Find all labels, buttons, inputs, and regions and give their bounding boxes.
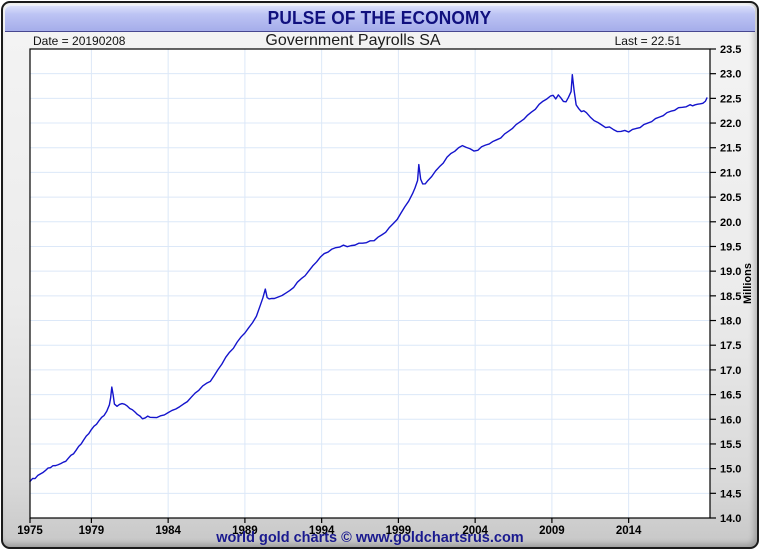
svg-text:21.5: 21.5 xyxy=(720,143,741,155)
svg-text:14.5: 14.5 xyxy=(720,488,741,500)
svg-text:22.5: 22.5 xyxy=(720,93,741,105)
svg-text:1999: 1999 xyxy=(386,525,412,537)
svg-text:20.0: 20.0 xyxy=(720,217,741,229)
svg-text:22.0: 22.0 xyxy=(720,118,741,130)
svg-text:18.5: 18.5 xyxy=(720,291,741,303)
svg-text:1975: 1975 xyxy=(17,525,43,537)
svg-text:17.0: 17.0 xyxy=(720,365,741,377)
svg-text:18.0: 18.0 xyxy=(720,316,741,328)
svg-text:1984: 1984 xyxy=(155,525,181,537)
svg-text:23.5: 23.5 xyxy=(720,44,741,56)
svg-text:2004: 2004 xyxy=(462,525,488,537)
last-value-label: Last = 22.51 xyxy=(614,34,681,48)
attribution-text: world gold charts © www.goldchartsrus.co… xyxy=(216,530,524,546)
page-title: PULSE OF THE ECONOMY xyxy=(268,7,492,28)
chart-header-row: Date = 20190208 Government Payrolls SA L… xyxy=(3,32,760,49)
svg-text:2014: 2014 xyxy=(616,525,642,537)
svg-text:23.0: 23.0 xyxy=(720,69,741,81)
svg-text:1979: 1979 xyxy=(79,525,105,537)
y-axis-title: Millions xyxy=(742,263,754,304)
chart-subtitle: Government Payrolls SA xyxy=(265,32,441,49)
svg-text:1994: 1994 xyxy=(309,525,335,537)
plot-border xyxy=(29,48,711,519)
svg-text:1989: 1989 xyxy=(232,525,258,537)
svg-text:20.5: 20.5 xyxy=(720,192,741,204)
svg-text:2009: 2009 xyxy=(539,525,565,537)
svg-text:17.5: 17.5 xyxy=(720,340,741,352)
series-line-government-payrolls xyxy=(29,73,708,483)
payrolls-line-chart: 1975 1979 1984 1989 1994 1999 2004 2009 2014 14.0… xyxy=(17,44,754,537)
svg-text:16.0: 16.0 xyxy=(720,414,741,426)
grid-lines xyxy=(30,49,710,518)
x-axis-labels: 1975 1979 1984 1989 1994 1999 2004 2009 2014 xyxy=(17,518,642,537)
svg-text:21.0: 21.0 xyxy=(720,167,741,179)
title-bar: PULSE OF THE ECONOMY xyxy=(5,5,755,32)
svg-text:15.0: 15.0 xyxy=(720,464,741,476)
svg-text:14.0: 14.0 xyxy=(720,513,741,525)
svg-text:16.5: 16.5 xyxy=(720,390,741,402)
y-axis-labels: 14.0 14.5 15.0 15.5 16.0 16.5 17.0 17.5 18.0 18.5… xyxy=(710,44,741,525)
svg-text:19.5: 19.5 xyxy=(720,241,741,253)
svg-text:19.0: 19.0 xyxy=(720,266,741,278)
svg-text:15.5: 15.5 xyxy=(720,439,741,451)
plot-area xyxy=(30,49,710,518)
date-label: Date = 20190208 xyxy=(33,34,126,48)
